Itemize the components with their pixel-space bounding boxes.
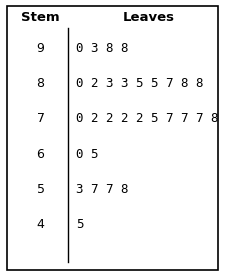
Text: 0 2 3 3 5 5 7 8 8: 0 2 3 3 5 5 7 8 8: [76, 77, 204, 90]
Text: 0 2 2 2 2 5 7 7 7 8 8: 0 2 2 2 2 5 7 7 7 8 8: [76, 112, 225, 126]
Text: 7: 7: [36, 112, 45, 126]
Text: 0 3 8 8: 0 3 8 8: [76, 42, 129, 55]
Text: 3 7 7 8: 3 7 7 8: [76, 183, 129, 196]
Text: Leaves: Leaves: [122, 11, 175, 25]
Text: 6: 6: [36, 148, 45, 161]
Text: Stem: Stem: [21, 11, 60, 25]
Text: 9: 9: [36, 42, 45, 55]
Text: 8: 8: [36, 77, 45, 90]
Text: 4: 4: [36, 218, 45, 232]
Text: 5: 5: [76, 218, 84, 232]
Text: 0 5: 0 5: [76, 148, 99, 161]
Text: 5: 5: [36, 183, 45, 196]
